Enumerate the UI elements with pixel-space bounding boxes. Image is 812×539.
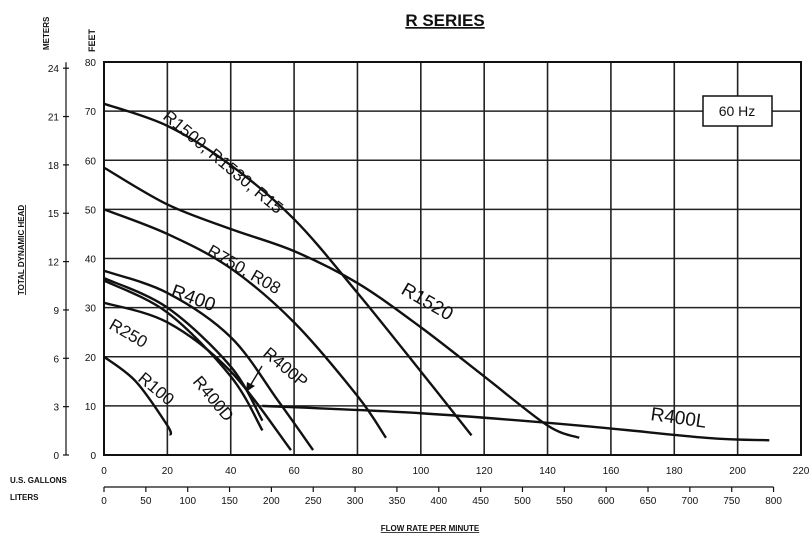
gallons-tick-label: 40 xyxy=(225,466,237,477)
feet-tick-label: 20 xyxy=(85,353,97,364)
liters-tick-label: 800 xyxy=(765,496,782,507)
curves xyxy=(103,102,770,451)
curve-label-r750-r08: R750, R08 xyxy=(204,241,284,298)
liters-tick-label: 500 xyxy=(514,496,531,507)
gallons-tick-label: 180 xyxy=(666,466,683,477)
frequency-badge-box xyxy=(702,95,773,127)
feet-tick-label: 70 xyxy=(85,107,97,118)
curve-r400l xyxy=(262,404,770,442)
meters-tick-label: 6 xyxy=(53,354,59,365)
liters-tick-label: 650 xyxy=(640,496,657,507)
curve-r750-r08 xyxy=(103,208,387,439)
liters-tick-label: 200 xyxy=(263,496,280,507)
liters-tick-label: 350 xyxy=(389,496,406,507)
plot-frame xyxy=(103,61,802,456)
liters-tick-label: 400 xyxy=(430,496,447,507)
curve-r100 xyxy=(103,355,173,436)
curve-r250 xyxy=(103,301,292,451)
curve-r1500-r1530-r15 xyxy=(103,102,473,437)
liters-tick-label: 750 xyxy=(723,496,740,507)
liters-unit-label: LITERS xyxy=(10,493,39,502)
feet-unit-label: FEET xyxy=(87,28,97,52)
meters-tick-label: 12 xyxy=(48,258,60,269)
x-axis-title: FLOW RATE PER MINUTE xyxy=(381,524,480,533)
liters-tick-label: 550 xyxy=(556,496,573,507)
curve-label-r1520: R1520 xyxy=(398,279,457,325)
meters-tick-label: 3 xyxy=(53,403,59,414)
liters-tick-label: 450 xyxy=(472,496,489,507)
gallons-tick-label: 120 xyxy=(476,466,493,477)
meters-tick-label: 18 xyxy=(48,161,60,172)
gallons-tick-label: 220 xyxy=(793,466,810,477)
meters-tick-label: 15 xyxy=(48,209,60,220)
curve-label-r400l: R400L xyxy=(649,404,707,433)
curve-r400d xyxy=(103,279,264,432)
gallons-tick-label: 0 xyxy=(101,466,107,477)
gallons-tick-label: 140 xyxy=(539,466,556,477)
curve-r1520 xyxy=(103,166,580,439)
meters-tick-label: 21 xyxy=(48,113,60,124)
curve-label-r1500-r1530-r15: R1500, R1530, R15 xyxy=(159,107,286,218)
meters-tick-label: 0 xyxy=(53,451,59,462)
liters-tick-label: 50 xyxy=(140,496,152,507)
meters-tick-label: 24 xyxy=(48,64,60,75)
curve-label-r400: R400 xyxy=(168,281,218,316)
feet-tick-label: 10 xyxy=(85,402,97,413)
feet-tick-label: 80 xyxy=(85,58,97,69)
r400p-leader-line xyxy=(249,365,263,387)
feet-tick-label: 60 xyxy=(85,156,97,167)
liters-tick-label: 100 xyxy=(179,496,196,507)
meters-unit-label: METERS xyxy=(42,16,51,50)
liters-tick-label: 600 xyxy=(598,496,615,507)
liters-tick-label: 150 xyxy=(221,496,238,507)
r400p-leader-arrowhead xyxy=(246,382,255,392)
gallons-tick-label: 200 xyxy=(729,466,746,477)
feet-tick-label: 0 xyxy=(90,451,96,462)
curve-label-r250: R250 xyxy=(106,315,151,352)
gallons-unit-label: U.S. GALLONS xyxy=(10,476,68,485)
gallons-tick-label: 100 xyxy=(412,466,429,477)
feet-tick-label: 30 xyxy=(85,304,97,315)
liters-tick-label: 250 xyxy=(305,496,322,507)
feet-tick-label: 50 xyxy=(85,205,97,216)
frequency-badge: 60 Hz xyxy=(702,95,773,127)
gallons-tick-label: 60 xyxy=(289,466,301,477)
liters-tick-label: 700 xyxy=(682,496,699,507)
gallons-tick-label: 160 xyxy=(603,466,620,477)
frequency-badge-text: 60 Hz xyxy=(719,103,756,119)
meters-tick-label: 9 xyxy=(53,306,59,317)
chart-title: R SERIES xyxy=(405,11,484,30)
feet-tick-label: 40 xyxy=(85,255,97,266)
gallons-tick-label: 80 xyxy=(352,466,364,477)
gallons-tick-label: 20 xyxy=(162,466,174,477)
liters-tick-label: 300 xyxy=(347,496,364,507)
y-axis-title: TOTAL DYNAMIC HEAD xyxy=(17,205,26,295)
liters-tick-label: 0 xyxy=(101,496,107,507)
curve-r400 xyxy=(103,269,315,451)
